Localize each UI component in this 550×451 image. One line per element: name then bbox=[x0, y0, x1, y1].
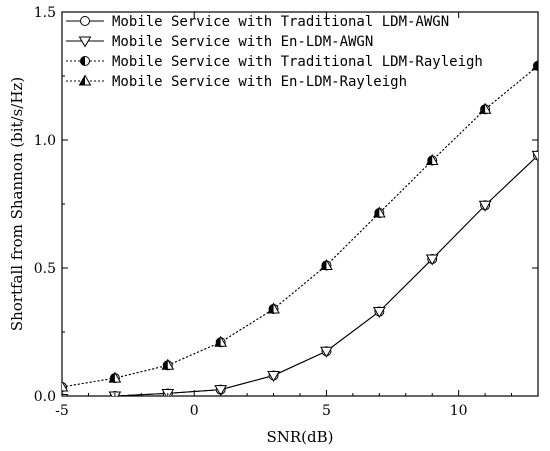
data-point bbox=[108, 371, 122, 383]
legend-entry: Mobile Service with Traditional LDM-Rayl… bbox=[66, 54, 483, 70]
data-point bbox=[78, 74, 92, 86]
x-tick-label: 5 bbox=[322, 403, 331, 419]
y-tick-label: 0.0 bbox=[34, 389, 56, 405]
legend-label: Mobile Service with En-LDM-Rayleigh bbox=[112, 74, 407, 90]
legend-label: Mobile Service with Traditional LDM-Rayl… bbox=[112, 54, 483, 70]
tick-layer: -5 0 5 10 0.0 0.5 1.0 1.5 bbox=[34, 5, 538, 419]
data-point bbox=[62, 380, 69, 392]
series-line bbox=[62, 65, 538, 388]
legend-entry: Mobile Service with Traditional LDM-AWGN bbox=[66, 14, 449, 30]
data-point bbox=[320, 258, 333, 270]
data-point bbox=[214, 335, 228, 347]
data-point bbox=[425, 254, 439, 266]
data-point bbox=[161, 388, 175, 396]
series-line bbox=[62, 65, 538, 388]
data-point bbox=[78, 36, 92, 48]
data-point bbox=[80, 56, 90, 66]
legend: Mobile Service with Traditional LDM-AWGN… bbox=[66, 14, 483, 90]
data-point bbox=[161, 358, 175, 370]
data-point bbox=[372, 307, 386, 319]
series-layer bbox=[62, 59, 538, 396]
data-point bbox=[372, 206, 386, 218]
data-point bbox=[80, 16, 90, 26]
x-tick-label: 0 bbox=[190, 403, 199, 419]
data-point bbox=[531, 150, 538, 162]
x-tick-label: 10 bbox=[450, 403, 468, 419]
series-line bbox=[104, 155, 538, 396]
legend-entry: Mobile Service with En-LDM-AWGN bbox=[66, 34, 373, 50]
x-tick-label: -5 bbox=[55, 403, 69, 419]
data-point bbox=[531, 59, 538, 71]
legend-label: Mobile Service with Traditional LDM-AWGN bbox=[112, 14, 449, 30]
data-point bbox=[267, 302, 280, 314]
data-point bbox=[267, 371, 280, 383]
data-point bbox=[214, 385, 228, 396]
x-axis-title: SNR(dB) bbox=[266, 428, 333, 446]
y-tick-label: 1.5 bbox=[34, 5, 56, 21]
series-line bbox=[104, 155, 538, 396]
data-point bbox=[320, 346, 333, 358]
legend-entry: Mobile Service with En-LDM-Rayleigh bbox=[66, 74, 407, 90]
data-point bbox=[478, 102, 492, 114]
data-point bbox=[425, 153, 439, 165]
y-tick-label: 1.0 bbox=[34, 133, 56, 149]
data-point bbox=[478, 200, 492, 212]
y-tick-label: 0.5 bbox=[34, 261, 56, 277]
legend-label: Mobile Service with En-LDM-AWGN bbox=[112, 34, 373, 50]
y-axis-title: Shortfall from Shannon (bit/s/Hz) bbox=[8, 77, 26, 331]
